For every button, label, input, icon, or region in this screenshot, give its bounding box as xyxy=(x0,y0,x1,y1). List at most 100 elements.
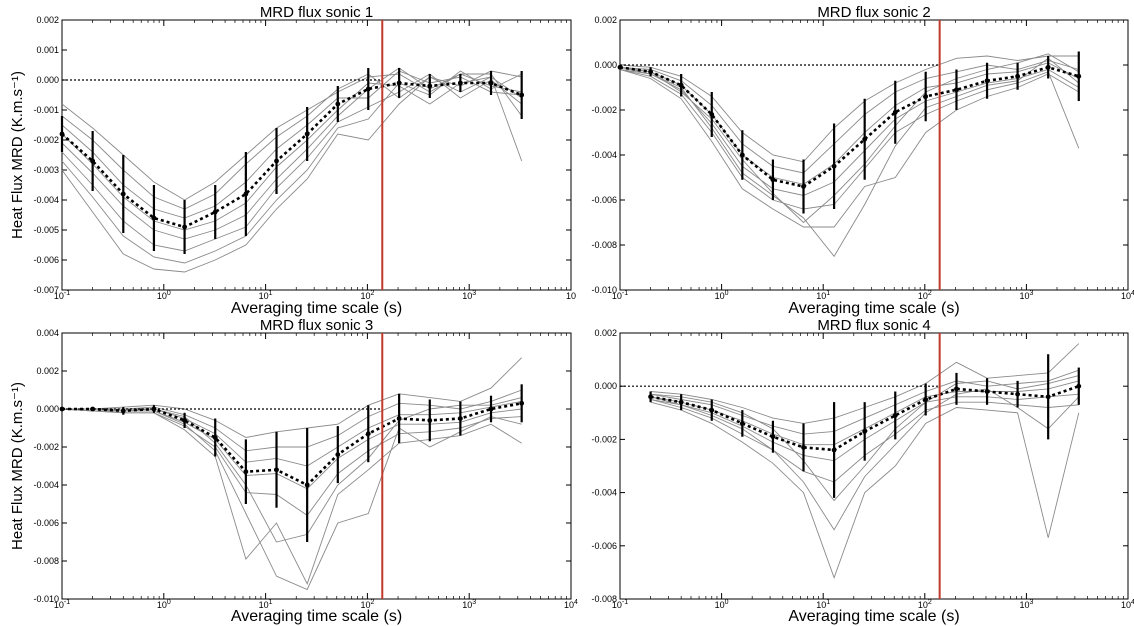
x-tick-exponent: 3 xyxy=(1029,599,1033,606)
mean-point xyxy=(1015,391,1020,397)
chart-svg-sonic-4: MRD flux sonic 4 0.002 0.000 -0.002 -0.004 -0… xyxy=(591,317,1134,625)
mean-point xyxy=(678,399,684,405)
plot-frame xyxy=(619,19,1129,291)
x-tick-exponent: -1 xyxy=(622,599,628,606)
individual-series-line xyxy=(61,67,522,240)
mean-series-line xyxy=(62,402,522,487)
x-tick-label: 10-1 xyxy=(612,599,628,610)
x-tick-label: 10-1 xyxy=(612,290,628,301)
x-tick-label: 104 xyxy=(564,599,578,610)
mean-point xyxy=(59,406,65,412)
x-tick-base: 10 xyxy=(54,600,64,610)
x-tick-exponent: 0 xyxy=(167,599,171,606)
x-tick-base: 10 xyxy=(612,291,622,301)
x-tick-exponent: 1 xyxy=(826,599,830,606)
individual-series-line xyxy=(619,55,1079,163)
x-axis-label: Averaging time scale (s) xyxy=(788,608,959,625)
mean-point xyxy=(770,434,776,440)
mean-point xyxy=(243,191,249,197)
x-tick-exponent: 3 xyxy=(472,290,476,297)
plot-frame xyxy=(619,332,1129,600)
y-tick-label: -0.006 xyxy=(33,518,59,528)
x-tick-exponent: 3 xyxy=(472,599,476,606)
y-tick-label: -0.010 xyxy=(33,594,59,604)
x-tick-exponent: -1 xyxy=(64,599,70,606)
y-tick-label: 0.002 xyxy=(36,366,59,376)
individual-series-line xyxy=(619,69,1080,228)
mean-point xyxy=(739,421,745,426)
individual-series-line xyxy=(619,57,1080,258)
mean-point xyxy=(427,418,433,423)
mean-point xyxy=(120,191,126,197)
mean-point xyxy=(709,112,715,117)
x-tick-base: 10 xyxy=(816,291,826,301)
y-tick-label: 0.002 xyxy=(594,328,617,338)
plot-frame xyxy=(61,332,572,600)
y-tick-label: 0.002 xyxy=(594,15,617,25)
y-tick-label: 0.000 xyxy=(36,75,59,85)
x-tick-label: 101 xyxy=(259,599,273,610)
mean-point xyxy=(457,416,463,421)
x-tick-label: 10-1 xyxy=(54,599,70,610)
x-tick-label: 100 xyxy=(715,290,729,301)
x-tick-base: 10 xyxy=(157,600,167,610)
mean-point xyxy=(182,224,187,230)
individual-series-line xyxy=(650,401,1080,580)
chart-svg-sonic-2: MRD flux sonic 2 0.002 0.000 -0.002 -0.004 -0… xyxy=(591,4,1134,317)
y-axis-label: Heat Flux MRD (K.m.s⁻¹) xyxy=(9,382,26,550)
individual-series-line xyxy=(62,408,522,591)
x-tick-label: 10-1 xyxy=(54,290,70,301)
individual-series-line xyxy=(62,400,522,467)
mean-point xyxy=(892,413,898,418)
mean-series-line xyxy=(61,81,523,229)
mean-point xyxy=(120,408,126,414)
x-tick-label: 104 xyxy=(1121,290,1134,301)
mean-point xyxy=(678,82,684,88)
mean-point xyxy=(954,386,959,392)
chart-title: MRD flux sonic 3 xyxy=(260,317,373,334)
x-tick-label: 101 xyxy=(816,290,830,301)
individual-series-line xyxy=(61,408,522,585)
mean-point xyxy=(831,447,837,453)
mean-point xyxy=(212,435,218,440)
mean-point xyxy=(770,177,776,183)
mean-point xyxy=(274,467,279,473)
mean-point xyxy=(396,80,402,86)
mean-point xyxy=(984,78,990,84)
x-tick-base: 10 xyxy=(918,291,928,301)
x-tick-base: 10 xyxy=(54,291,64,301)
mean-point xyxy=(519,92,525,98)
y-tick-label: -0.001 xyxy=(33,105,59,115)
mean-point xyxy=(892,109,898,115)
y-tick-label: -0.006 xyxy=(591,541,617,551)
x-tick-base: 10 xyxy=(1121,291,1131,301)
individual-series-line xyxy=(61,76,523,231)
mean-point xyxy=(1045,394,1051,400)
x-tick-base: 10 xyxy=(259,291,269,301)
mean-point xyxy=(304,482,310,488)
x-tick-exponent: 1 xyxy=(826,290,830,297)
mean-point xyxy=(862,136,868,142)
mean-point xyxy=(954,87,959,93)
x-tick-label: 10 xyxy=(566,291,576,301)
x-tick-base: 10 xyxy=(462,291,472,301)
mean-point xyxy=(274,158,279,164)
x-tick-base: 10 xyxy=(715,600,725,610)
mean-point xyxy=(801,184,806,189)
chart-panel-sonic-3: MRD flux sonic 3 0.004 0.002 0.000 -0.002 -0.… xyxy=(0,316,578,626)
mean-point xyxy=(831,163,837,169)
mean-point xyxy=(617,64,623,70)
x-tick-base: 10 xyxy=(564,600,574,610)
chart-panel-sonic-2: MRD flux sonic 2 0.002 0.000 -0.002 -0.004 -0… xyxy=(575,0,1134,317)
mean-point xyxy=(365,431,371,437)
y-tick-label: -0.008 xyxy=(591,240,617,250)
chart-title: MRD flux sonic 2 xyxy=(817,4,930,21)
mean-point xyxy=(648,69,653,75)
x-tick-exponent: 4 xyxy=(1131,599,1134,606)
x-tick-exponent: -1 xyxy=(64,290,70,297)
mean-point xyxy=(151,215,157,221)
chart-panel-sonic-4: MRD flux sonic 4 0.002 0.000 -0.002 -0.004 -0… xyxy=(575,316,1134,626)
x-tick-base: 10 xyxy=(360,600,370,610)
individual-series-line xyxy=(61,70,522,219)
individual-series-line xyxy=(61,76,522,273)
